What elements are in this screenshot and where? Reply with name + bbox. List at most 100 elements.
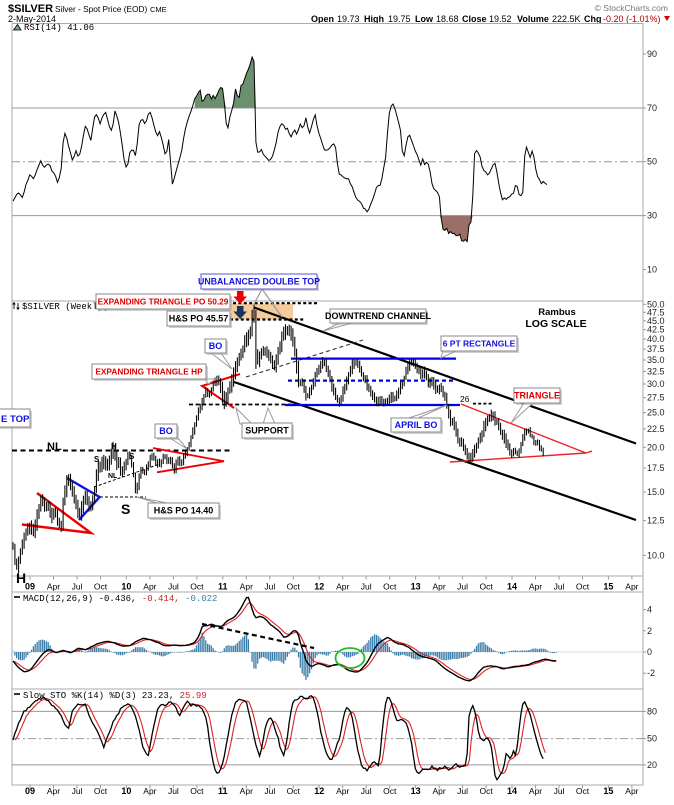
- svg-text:4: 4: [647, 605, 652, 615]
- svg-text:Apr: Apr: [143, 582, 156, 592]
- svg-text:EXPANDING TRIANGLE PO 50.29: EXPANDING TRIANGLE PO 50.29: [98, 297, 229, 307]
- svg-text:27.5: 27.5: [647, 393, 665, 403]
- svg-text:Slow STO %K(14) %D(3) 23.23, 2: Slow STO %K(14) %D(3) 23.23, 25.99: [23, 691, 207, 701]
- svg-text:Jul: Jul: [554, 582, 565, 592]
- svg-text:11: 11: [218, 582, 228, 592]
- svg-text:6 PT RECTANGLE: 6 PT RECTANGLE: [443, 339, 516, 349]
- svg-text:Jul: Jul: [264, 582, 275, 592]
- svg-text:Oct: Oct: [479, 582, 493, 592]
- svg-text:40.0: 40.0: [647, 334, 665, 344]
- svg-text:26: 26: [460, 394, 470, 404]
- svg-text:2-May-2014: 2-May-2014: [8, 14, 56, 24]
- svg-text:S: S: [129, 452, 135, 461]
- svg-text:UNBALANCED DOULBE TOP: UNBALANCED DOULBE TOP: [198, 277, 320, 287]
- svg-text:Apr: Apr: [336, 786, 349, 796]
- svg-text:MACD(12,26,9) -0.436, -0.414,: MACD(12,26,9) -0.436, -0.414, -0.022: [23, 594, 217, 604]
- svg-text:$SILVER (Weekly): $SILVER (Weekly): [22, 302, 108, 312]
- svg-text:47.5: 47.5: [647, 307, 665, 317]
- svg-text:EXPANDING TRIANGLE HP: EXPANDING TRIANGLE HP: [95, 367, 203, 377]
- svg-text:Apr: Apr: [625, 582, 638, 592]
- svg-text:50.0: 50.0: [647, 299, 665, 309]
- svg-text:Jul: Jul: [361, 582, 372, 592]
- svg-text:BO: BO: [209, 341, 223, 351]
- svg-text:70: 70: [647, 103, 657, 113]
- svg-text:Oct: Oct: [383, 786, 397, 796]
- svg-text:Oct: Oct: [287, 582, 301, 592]
- svg-text:Oct: Oct: [383, 582, 397, 592]
- svg-text:09: 09: [25, 582, 35, 592]
- svg-text:50: 50: [647, 157, 657, 167]
- svg-text:Apr: Apr: [336, 582, 349, 592]
- svg-text:Oct: Oct: [94, 786, 108, 796]
- svg-text:Oct: Oct: [94, 582, 108, 592]
- svg-text:Apr: Apr: [432, 582, 445, 592]
- svg-text:Oct: Oct: [576, 582, 590, 592]
- svg-text:Jul: Jul: [457, 786, 468, 796]
- svg-text:Apr: Apr: [625, 786, 638, 796]
- svg-text:15.0: 15.0: [647, 487, 665, 497]
- svg-text:12.5: 12.5: [647, 516, 665, 526]
- svg-text:E TOP: E TOP: [1, 414, 30, 425]
- svg-text:Silver - Spot Price (EOD): Silver - Spot Price (EOD): [55, 4, 147, 14]
- svg-text:14: 14: [507, 786, 517, 796]
- svg-text:37.5: 37.5: [647, 344, 665, 354]
- svg-text:Oct: Oct: [190, 786, 204, 796]
- svg-text:Jul: Jul: [457, 582, 468, 592]
- svg-text:TRIANGLE: TRIANGLE: [514, 391, 560, 401]
- svg-text:NL: NL: [47, 441, 62, 453]
- svg-text:Apr: Apr: [240, 786, 253, 796]
- svg-text:12: 12: [314, 786, 324, 796]
- svg-text:10.0: 10.0: [647, 550, 665, 560]
- svg-text:Jul: Jul: [72, 786, 83, 796]
- svg-text:Oct: Oct: [576, 786, 590, 796]
- svg-text:14: 14: [507, 582, 517, 592]
- svg-text:13: 13: [411, 786, 421, 796]
- svg-text:Apr: Apr: [47, 786, 60, 796]
- svg-text:Oct: Oct: [190, 582, 204, 592]
- svg-text:H&S PO 45.57: H&S PO 45.57: [169, 314, 229, 324]
- svg-text:0: 0: [647, 647, 652, 657]
- svg-text:Jul: Jul: [168, 582, 179, 592]
- svg-text:$SILVER: $SILVER: [8, 3, 53, 15]
- svg-text:NL: NL: [108, 473, 118, 480]
- svg-text:S: S: [121, 501, 130, 517]
- svg-text:20: 20: [647, 760, 657, 770]
- svg-text:50: 50: [647, 734, 657, 744]
- svg-text:10: 10: [121, 582, 131, 592]
- svg-text:© StockCharts.com: © StockCharts.com: [595, 3, 668, 13]
- svg-text:Jul: Jul: [72, 582, 83, 592]
- svg-text:Oct: Oct: [287, 786, 301, 796]
- svg-text:17.5: 17.5: [647, 463, 665, 473]
- svg-text:Apr: Apr: [240, 582, 253, 592]
- svg-text:10: 10: [121, 786, 131, 796]
- svg-text:RSI(14) 41.06: RSI(14) 41.06: [24, 23, 94, 33]
- svg-text:Apr: Apr: [432, 786, 445, 796]
- svg-text:32.5: 32.5: [647, 367, 665, 377]
- svg-text:Apr: Apr: [529, 582, 542, 592]
- svg-text:35.0: 35.0: [647, 355, 665, 365]
- svg-text:20.0: 20.0: [647, 442, 665, 452]
- svg-text:15: 15: [603, 786, 613, 796]
- svg-text:90: 90: [647, 49, 657, 59]
- svg-text:09: 09: [25, 786, 35, 796]
- svg-text:15: 15: [603, 582, 613, 592]
- svg-text:10: 10: [647, 265, 657, 275]
- svg-text:H: H: [111, 442, 117, 451]
- svg-text:LOG SCALE: LOG SCALE: [525, 318, 586, 330]
- svg-text:Oct: Oct: [479, 786, 493, 796]
- svg-text:H&S PO 14.40: H&S PO 14.40: [154, 506, 214, 516]
- svg-text:Rambus: Rambus: [538, 307, 575, 318]
- svg-text:13: 13: [411, 582, 421, 592]
- svg-text:S: S: [94, 455, 100, 464]
- svg-text:22.5: 22.5: [647, 424, 665, 434]
- svg-text:11: 11: [218, 786, 228, 796]
- svg-text:Jul: Jul: [264, 786, 275, 796]
- svg-text:CME: CME: [150, 5, 167, 14]
- svg-text:Jul: Jul: [168, 786, 179, 796]
- svg-text:Jul: Jul: [554, 786, 565, 796]
- svg-text:30.0: 30.0: [647, 379, 665, 389]
- svg-text:APRIL BO: APRIL BO: [395, 420, 438, 430]
- svg-text:30: 30: [647, 211, 657, 221]
- svg-text:80: 80: [647, 706, 657, 716]
